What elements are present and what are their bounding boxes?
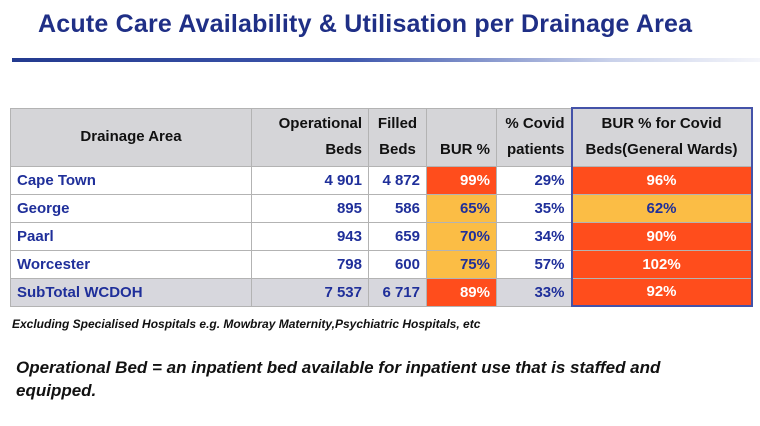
- cell-covid-patients: 34%: [496, 221, 572, 251]
- table-header-row: Drainage Area Operational Beds Filled Be…: [10, 107, 753, 167]
- table-row-cape-town: Cape Town 4 901 4 872 99% 29% 96%: [10, 165, 753, 195]
- cell-covid-patients: 29%: [496, 165, 572, 195]
- cell-covid-patients: 35%: [496, 193, 572, 223]
- cell-filled-beds: 6 717: [368, 277, 427, 307]
- cell-bur-covid: 92%: [570, 277, 753, 307]
- cell-operational-beds: 798: [251, 249, 369, 279]
- operational-bed-definition: Operational Bed = an inpatient bed avail…: [16, 358, 661, 400]
- header-operational-beds: Operational Beds: [251, 107, 369, 167]
- cell-filled-beds: 600: [368, 249, 427, 279]
- header-filled-line2: Beds: [379, 141, 416, 158]
- page-title: Acute Care Availability & Utilisation pe…: [38, 10, 693, 38]
- bed-utilisation-table: Drainage Area Operational Beds Filled Be…: [10, 107, 753, 307]
- cell-bur: 65%: [426, 193, 497, 223]
- header-filled-beds: Filled Beds: [368, 107, 427, 167]
- cell-operational-beds: 943: [251, 221, 369, 251]
- table-row-subtotal: SubTotal WCDOH 7 537 6 717 89% 33% 92%: [10, 277, 753, 307]
- header-drainage-area-label: Drainage Area: [80, 128, 182, 145]
- cell-bur: 89%: [426, 277, 497, 307]
- cell-bur: 75%: [426, 249, 497, 279]
- header-filled-line1: Filled: [377, 115, 418, 132]
- cell-operational-beds: 895: [251, 193, 369, 223]
- header-bur-spacer: [433, 111, 490, 137]
- header-bur: BUR %: [426, 107, 497, 167]
- header-bur-covid: BUR % for Covid Beds(General Wards): [570, 107, 753, 167]
- cell-operational-beds: 7 537: [251, 277, 369, 307]
- header-bur-label: BUR %: [439, 141, 490, 158]
- cell-area: Worcester: [10, 249, 252, 279]
- header-bur-covid-line2: Beds(General Wards): [585, 141, 738, 159]
- cell-area: Paarl: [10, 221, 252, 251]
- table-row-paarl: Paarl 943 659 70% 34% 90%: [10, 221, 753, 251]
- cell-bur-covid: 62%: [570, 193, 753, 223]
- cell-bur-covid: 96%: [570, 165, 753, 195]
- header-operational-line2: Beds: [325, 141, 362, 158]
- header-bur-covid-line1: BUR % for Covid: [601, 115, 722, 133]
- title-underline: [12, 58, 760, 62]
- cell-area: Cape Town: [10, 165, 252, 195]
- cell-covid-patients: 33%: [496, 277, 572, 307]
- table-row-worcester: Worcester 798 600 75% 57% 102%: [10, 249, 753, 279]
- table-row-george: George 895 586 65% 35% 62%: [10, 193, 753, 223]
- header-covid-line1: % Covid: [505, 115, 565, 132]
- footnote: Excluding Specialised Hospitals e.g. Mow…: [12, 317, 481, 331]
- cell-bur-covid: 90%: [570, 221, 753, 251]
- cell-bur: 70%: [426, 221, 497, 251]
- cell-filled-beds: 4 872: [368, 165, 427, 195]
- cell-area: George: [10, 193, 252, 223]
- cell-filled-beds: 659: [368, 221, 427, 251]
- header-operational-line1: Operational: [278, 115, 362, 132]
- cell-filled-beds: 586: [368, 193, 427, 223]
- cell-bur: 99%: [426, 165, 497, 195]
- header-covid-line2: patients: [506, 141, 565, 158]
- cell-bur-covid: 102%: [570, 249, 753, 279]
- cell-area: SubTotal WCDOH: [10, 277, 252, 307]
- cell-covid-patients: 57%: [496, 249, 572, 279]
- header-covid-patients: % Covid patients: [496, 107, 572, 167]
- header-drainage-area: Drainage Area: [10, 107, 252, 167]
- cell-operational-beds: 4 901: [251, 165, 369, 195]
